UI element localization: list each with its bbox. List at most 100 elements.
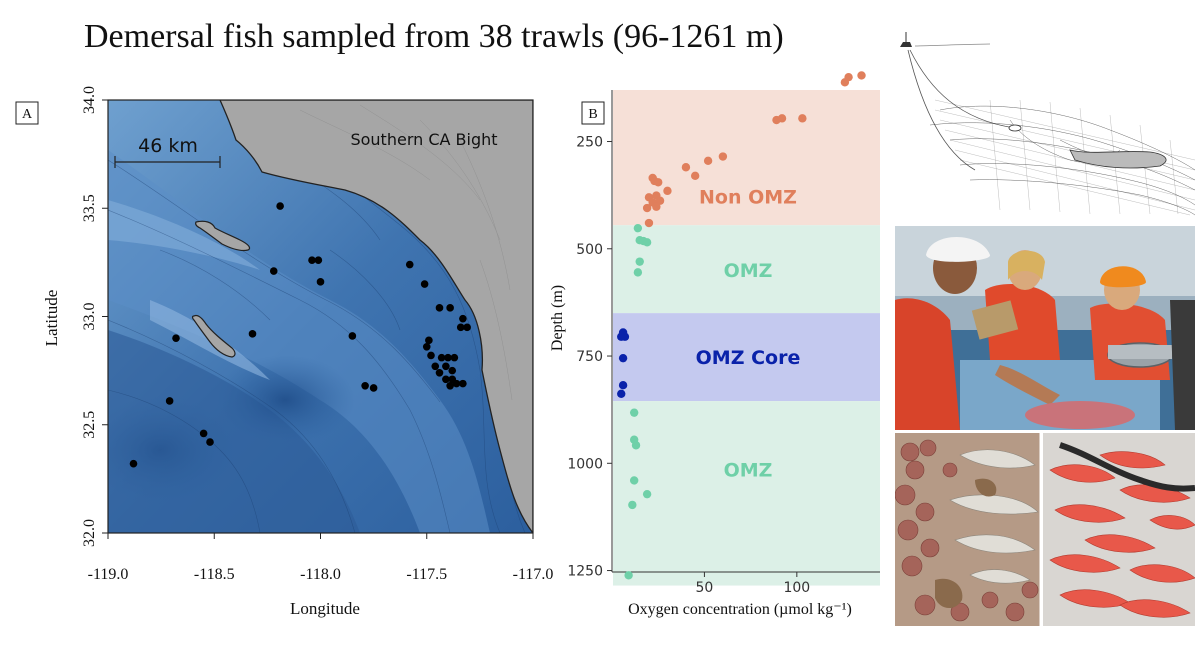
- oxygen-point: [633, 223, 643, 233]
- oxygen-point: [633, 268, 643, 277]
- x-tick-label: -117.0: [513, 566, 554, 583]
- x-tick-label: -119.0: [88, 566, 129, 583]
- y-axis-label: Latitude: [42, 290, 61, 347]
- san-clemente-island: [191, 314, 236, 358]
- red-rockfish-in-bin-photo: [1043, 433, 1195, 626]
- scale-bar: [114, 156, 221, 168]
- trawl-point: [172, 334, 180, 342]
- oxygen-depth-panel: Non OMZ OMZ OMZ Core OMZ 50 100 250 500 750 100…: [549, 71, 880, 618]
- trawl-point: [459, 314, 467, 323]
- zone-band: [613, 313, 880, 402]
- trawl-point: [452, 379, 461, 388]
- oxygen-x-tick-label: 50: [695, 580, 713, 596]
- trawl-point: [444, 353, 452, 362]
- oxygen-point: [624, 571, 633, 580]
- oxygen-point: [642, 238, 652, 247]
- oxygen-point: [663, 186, 672, 196]
- scientists-sorting-catch-photo: [895, 226, 1195, 430]
- scale-bar-label: 46 km: [138, 135, 198, 157]
- trawl-point: [361, 381, 369, 390]
- oxygen-x-tick-label: 100: [783, 580, 810, 596]
- x-tick-label: -117.5: [406, 566, 447, 583]
- oxygen-point: [654, 178, 663, 187]
- trawl-point: [420, 280, 429, 288]
- trawl-point: [459, 379, 467, 388]
- trawl-point: [248, 330, 257, 338]
- oxygen-point: [718, 152, 728, 161]
- oxygen-point: [844, 72, 853, 82]
- oxygen-point: [617, 332, 626, 341]
- santa-catalina-island: [195, 220, 251, 252]
- y-tick-label: 34.0: [81, 86, 98, 114]
- panel-label-a: A: [22, 107, 33, 122]
- oxygen-x-ticks: 50 100: [695, 572, 810, 596]
- trawl-points: [129, 202, 471, 468]
- oxygen-point: [642, 203, 652, 213]
- oxygen-point: [777, 114, 787, 123]
- panel-label-b: B: [588, 107, 597, 122]
- depth-y-ticks: 250 500 750 1000 1250: [567, 135, 612, 580]
- oxygen-point: [617, 389, 626, 398]
- zone-band: [613, 401, 880, 586]
- x-axis-ticks: -119.0 -118.5 -118.0 -117.5 -117.0: [88, 533, 554, 583]
- trawl-point: [369, 384, 378, 392]
- y-tick-label: 32.0: [81, 519, 98, 547]
- oxygen-point: [631, 441, 641, 450]
- x-axis-label: Longitude: [290, 599, 360, 618]
- depth-y-tick-label: 500: [576, 242, 603, 258]
- oxygen-point: [681, 163, 691, 172]
- trawl-point: [425, 336, 433, 345]
- sorted-fish-and-urchins-photo: [895, 433, 1040, 626]
- oxygen-point: [629, 408, 639, 417]
- zone-label: OMZ Core: [696, 347, 801, 369]
- trawl-point: [450, 353, 459, 362]
- oxygen-point: [629, 476, 639, 485]
- zone-label: Non OMZ: [699, 186, 797, 208]
- x-tick-label: -118.0: [300, 566, 341, 583]
- oxygen-point: [644, 218, 654, 228]
- depth-y-tick-label: 1000: [567, 456, 603, 472]
- y-tick-label: 33.5: [81, 194, 98, 222]
- trawl-point: [316, 278, 325, 286]
- y-tick-label: 32.5: [81, 411, 98, 439]
- trawl-point: [276, 202, 284, 210]
- zone-bands: [613, 90, 880, 586]
- trawl-point: [405, 260, 414, 269]
- trawl-point: [129, 459, 138, 468]
- figure-title: Demersal fish sampled from 38 trawls (96…: [84, 18, 784, 55]
- oxygen-x-axis-label: Oxygen concentration (µmol kg⁻¹): [628, 601, 852, 618]
- trawl-point: [442, 362, 450, 371]
- oxygen-point: [857, 71, 866, 80]
- oxygen-point: [655, 196, 665, 205]
- oxygen-point: [635, 257, 644, 266]
- trawl-point: [206, 438, 214, 446]
- oxygen-point: [798, 114, 807, 123]
- zone-band: [613, 225, 880, 314]
- trawl-point: [427, 351, 435, 360]
- trawl-point: [431, 362, 440, 371]
- trawl-point: [437, 353, 446, 362]
- oxygen-point: [618, 381, 628, 390]
- trawl-point: [463, 323, 471, 332]
- oxygen-point: [652, 202, 661, 211]
- depth-y-tick-label: 250: [576, 135, 603, 151]
- oxygen-points: [617, 71, 866, 580]
- map-panel: 46 km Southern CA Bight -119.0 -118.5 -118…: [15, 86, 554, 618]
- panel-label-box-b: [581, 101, 605, 125]
- y-axis-ticks: 32.0 32.5 33.0 33.5 34.0: [81, 86, 108, 547]
- trawl-point: [422, 343, 431, 351]
- depth-y-tick-label: 1250: [567, 564, 603, 580]
- oxygen-point: [690, 171, 700, 181]
- trawl-point: [199, 429, 208, 438]
- trawl-point: [435, 368, 444, 377]
- trawl-point: [446, 304, 454, 312]
- y-tick-label: 33.0: [81, 303, 98, 331]
- zone-label: OMZ: [724, 260, 773, 282]
- trawl-point: [348, 332, 357, 340]
- oxygen-point: [703, 156, 713, 166]
- trawl-point: [446, 381, 454, 390]
- oxygen-point: [618, 353, 628, 363]
- trawl-point: [269, 267, 278, 275]
- oxygen-point: [642, 489, 652, 499]
